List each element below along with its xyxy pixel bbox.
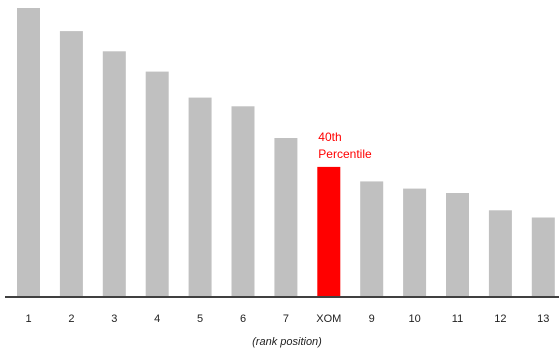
annotation-line-2: Percentile xyxy=(318,147,372,161)
bar-7 xyxy=(274,138,298,297)
bar-highlight-xom xyxy=(317,166,341,297)
x-tick-label: 10 xyxy=(408,313,420,325)
x-tick-labels: 1 2 3 4 5 6 7 XOM 9 10 11 12 13 xyxy=(25,313,549,325)
bars-group xyxy=(17,8,555,297)
x-tick-label: XOM xyxy=(316,313,341,325)
x-tick-label: 1 xyxy=(25,313,31,325)
x-tick-label: 9 xyxy=(369,313,375,325)
x-tick-label: 4 xyxy=(154,313,160,325)
x-tick-label: 12 xyxy=(494,313,506,325)
x-axis-label: (rank position) xyxy=(252,336,322,348)
x-tick-label: 2 xyxy=(68,313,74,325)
bar-4 xyxy=(145,71,169,297)
x-tick-label: 3 xyxy=(111,313,117,325)
bar-13 xyxy=(531,217,555,297)
bar-10 xyxy=(403,188,427,297)
x-tick-label: 11 xyxy=(452,313,463,325)
bar-11 xyxy=(446,193,469,297)
x-tick-label: 6 xyxy=(240,313,246,325)
annotation-line-1: 40th xyxy=(318,130,341,144)
bar-1 xyxy=(17,8,40,297)
bar-5 xyxy=(188,97,212,297)
bar-9 xyxy=(360,181,384,297)
bar-3 xyxy=(102,51,126,297)
bar-2 xyxy=(59,31,83,297)
bar-12 xyxy=(488,210,512,297)
x-tick-label: 13 xyxy=(537,313,549,325)
x-tick-label: 7 xyxy=(283,313,289,325)
bar-6 xyxy=(231,106,255,297)
x-tick-label: 5 xyxy=(197,313,203,325)
